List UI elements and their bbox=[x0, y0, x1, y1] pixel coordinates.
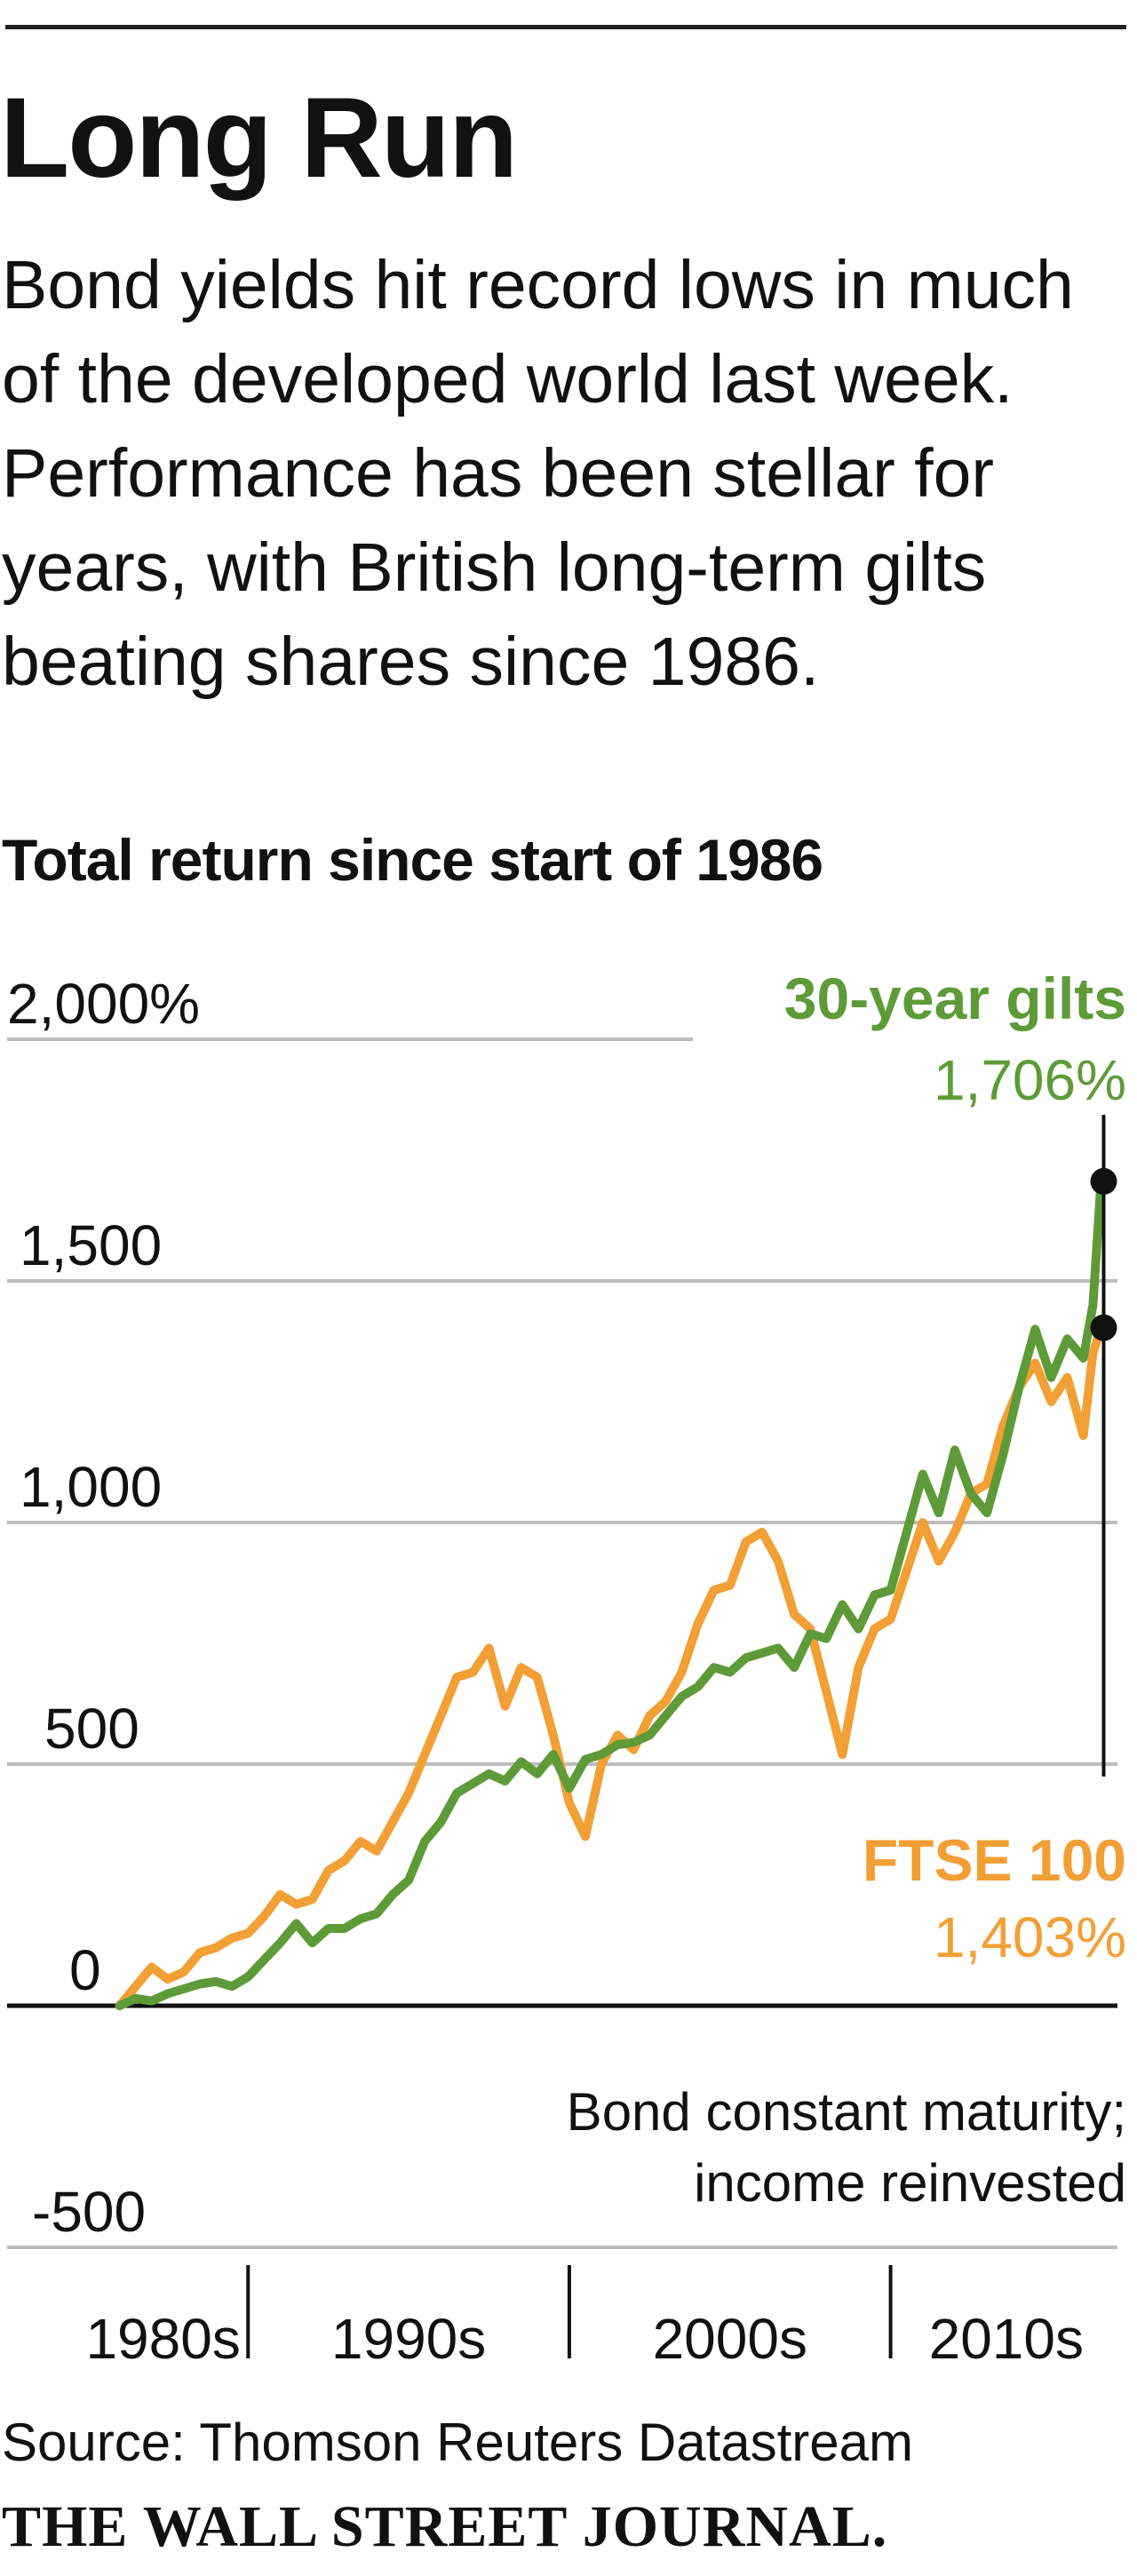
source-note: Source: Thomson Reuters Datastream bbox=[2, 2413, 914, 2472]
x-tick-label: 1990s bbox=[331, 2307, 486, 2371]
x-tick-label: 1980s bbox=[85, 2307, 240, 2371]
series-line-ftse bbox=[115, 1323, 1106, 2010]
y-tick-label: 2,000% bbox=[7, 972, 200, 1036]
dek: Bond yields hit record lows in much of t… bbox=[2, 247, 1074, 700]
chart-note-line: Bond constant maturity; bbox=[567, 2082, 1126, 2142]
x-tick-label: 2000s bbox=[653, 2307, 807, 2371]
y-tick-label: -500 bbox=[32, 2180, 146, 2244]
y-tick-label: 1,500 bbox=[20, 1213, 162, 1277]
y-tick-label: 500 bbox=[44, 1697, 139, 1761]
end-point-gilts bbox=[1090, 1167, 1117, 1195]
x-tick-label: 2010s bbox=[929, 2307, 1084, 2371]
series-label-ftse: FTSE 100 bbox=[863, 1827, 1126, 1893]
chart-note-line: income reinvested bbox=[694, 2153, 1126, 2213]
series-value-gilts: 1,706% bbox=[934, 1048, 1126, 1112]
y-tick-label: 0 bbox=[69, 1938, 101, 2002]
headline: Long Run bbox=[0, 75, 518, 202]
y-tick-label: 1,000 bbox=[20, 1455, 162, 1519]
chart-title: Total return since start of 1986 bbox=[2, 827, 823, 893]
series-line-gilts bbox=[115, 1176, 1106, 2010]
series-label-gilts: 30-year gilts bbox=[784, 966, 1126, 1031]
line-chart: 2,000% 1,500 1,000 500 0 -500 1980s 1990s 2000s 2… bbox=[7, 966, 1126, 2371]
end-point-ftse bbox=[1090, 1314, 1117, 1341]
top-rule bbox=[5, 25, 1126, 29]
series-value-ftse: 1,403% bbox=[934, 1905, 1126, 1969]
wsj-masthead: THE WALL STREET JOURNAL. bbox=[2, 2494, 888, 2559]
